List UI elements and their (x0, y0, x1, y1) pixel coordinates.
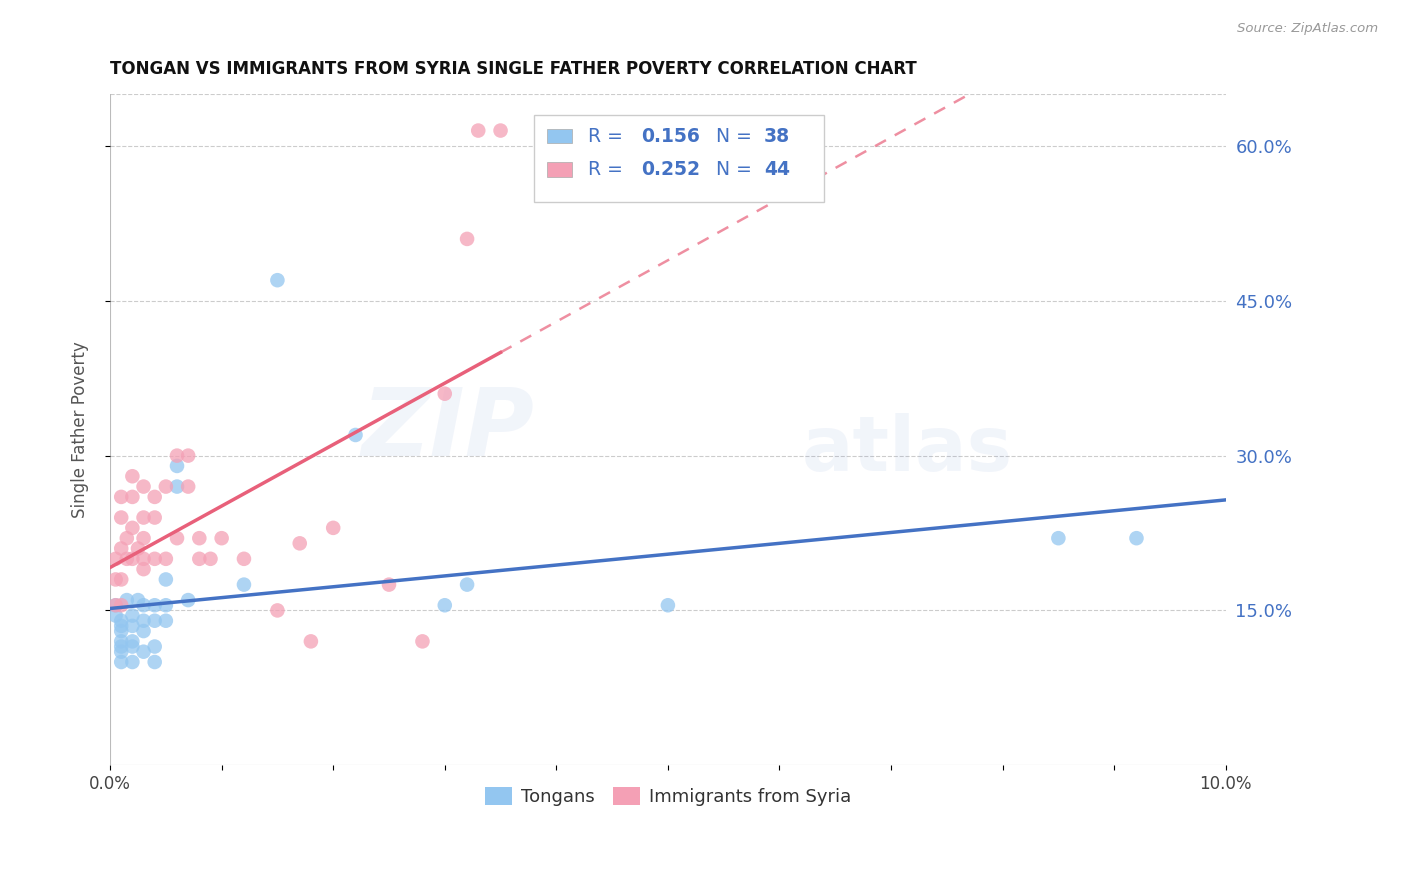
Point (266, 273, 288, 287)
Text: TONGAN VS IMMIGRANTS FROM SYRIA SINGLE FATHER POVERTY CORRELATION CHART: TONGAN VS IMMIGRANTS FROM SYRIA SINGLE F… (110, 60, 917, 78)
Point (132, 479, 155, 493)
Point (110, 614, 132, 628)
Point (115, 593, 138, 607)
Point (121, 608, 143, 623)
Point (322, 521, 344, 535)
Point (177, 449, 200, 463)
Point (155, 479, 177, 493)
Point (188, 531, 211, 545)
Text: atlas: atlas (801, 413, 1012, 487)
Point (155, 614, 177, 628)
Point (104, 608, 127, 623)
Point (200, 551, 222, 566)
Point (104, 599, 127, 613)
Text: N =: N = (716, 127, 758, 145)
Point (110, 645, 132, 659)
Point (110, 619, 132, 633)
Point (657, 599, 679, 613)
Point (143, 599, 166, 613)
Point (132, 562, 155, 576)
Point (456, 232, 478, 246)
Point (411, 634, 433, 648)
Point (121, 521, 143, 535)
Text: R =: R = (588, 127, 628, 145)
Text: N =: N = (716, 160, 758, 179)
Point (132, 645, 155, 659)
Legend: Tongans, Immigrants from Syria: Tongans, Immigrants from Syria (478, 780, 858, 814)
Point (143, 655, 166, 669)
Point (177, 479, 200, 493)
Text: 38: 38 (763, 127, 790, 145)
Point (115, 551, 138, 566)
Point (132, 531, 155, 545)
Point (110, 624, 132, 638)
Point (143, 614, 166, 628)
Point (104, 551, 127, 566)
Point (489, 123, 512, 137)
Point (166, 531, 188, 545)
Point (121, 469, 143, 483)
Point (104, 599, 127, 613)
Point (143, 640, 166, 654)
Point (132, 599, 155, 613)
Point (110, 573, 132, 587)
Point (143, 551, 166, 566)
Point (233, 577, 256, 591)
Point (104, 573, 127, 587)
Point (121, 634, 143, 648)
Point (1125, 531, 1147, 545)
Point (467, 123, 489, 137)
Point (299, 634, 322, 648)
Text: 44: 44 (763, 160, 790, 179)
Point (121, 655, 143, 669)
Point (456, 577, 478, 591)
Text: R =: R = (588, 160, 628, 179)
Point (166, 449, 188, 463)
Point (132, 551, 155, 566)
Point (121, 551, 143, 566)
Point (110, 599, 132, 613)
Point (1047, 531, 1070, 545)
Text: 0.156: 0.156 (641, 127, 700, 145)
Point (288, 536, 311, 550)
Point (121, 640, 143, 654)
Point (110, 640, 132, 654)
Point (110, 510, 132, 524)
Y-axis label: Single Father Poverty: Single Father Poverty (72, 342, 89, 518)
Point (211, 531, 233, 545)
Point (177, 593, 200, 607)
Point (110, 490, 132, 504)
Point (110, 541, 132, 556)
Point (378, 577, 401, 591)
Point (166, 479, 188, 493)
Point (115, 531, 138, 545)
FancyBboxPatch shape (547, 128, 572, 144)
Point (127, 541, 149, 556)
Point (433, 599, 456, 613)
Point (132, 614, 155, 628)
Point (110, 634, 132, 648)
Point (143, 510, 166, 524)
Point (110, 655, 132, 669)
Point (188, 551, 211, 566)
Point (121, 490, 143, 504)
Point (166, 458, 188, 473)
Text: ZIP: ZIP (361, 384, 534, 475)
Text: Source: ZipAtlas.com: Source: ZipAtlas.com (1237, 22, 1378, 36)
Text: 0.252: 0.252 (641, 160, 700, 179)
Point (155, 551, 177, 566)
Point (127, 593, 149, 607)
Point (132, 510, 155, 524)
Point (344, 428, 367, 442)
FancyBboxPatch shape (534, 114, 824, 202)
Point (121, 619, 143, 633)
Point (155, 573, 177, 587)
Point (266, 603, 288, 617)
Point (233, 551, 256, 566)
Point (433, 386, 456, 401)
Point (143, 490, 166, 504)
Point (132, 624, 155, 638)
FancyBboxPatch shape (547, 162, 572, 177)
Point (155, 599, 177, 613)
